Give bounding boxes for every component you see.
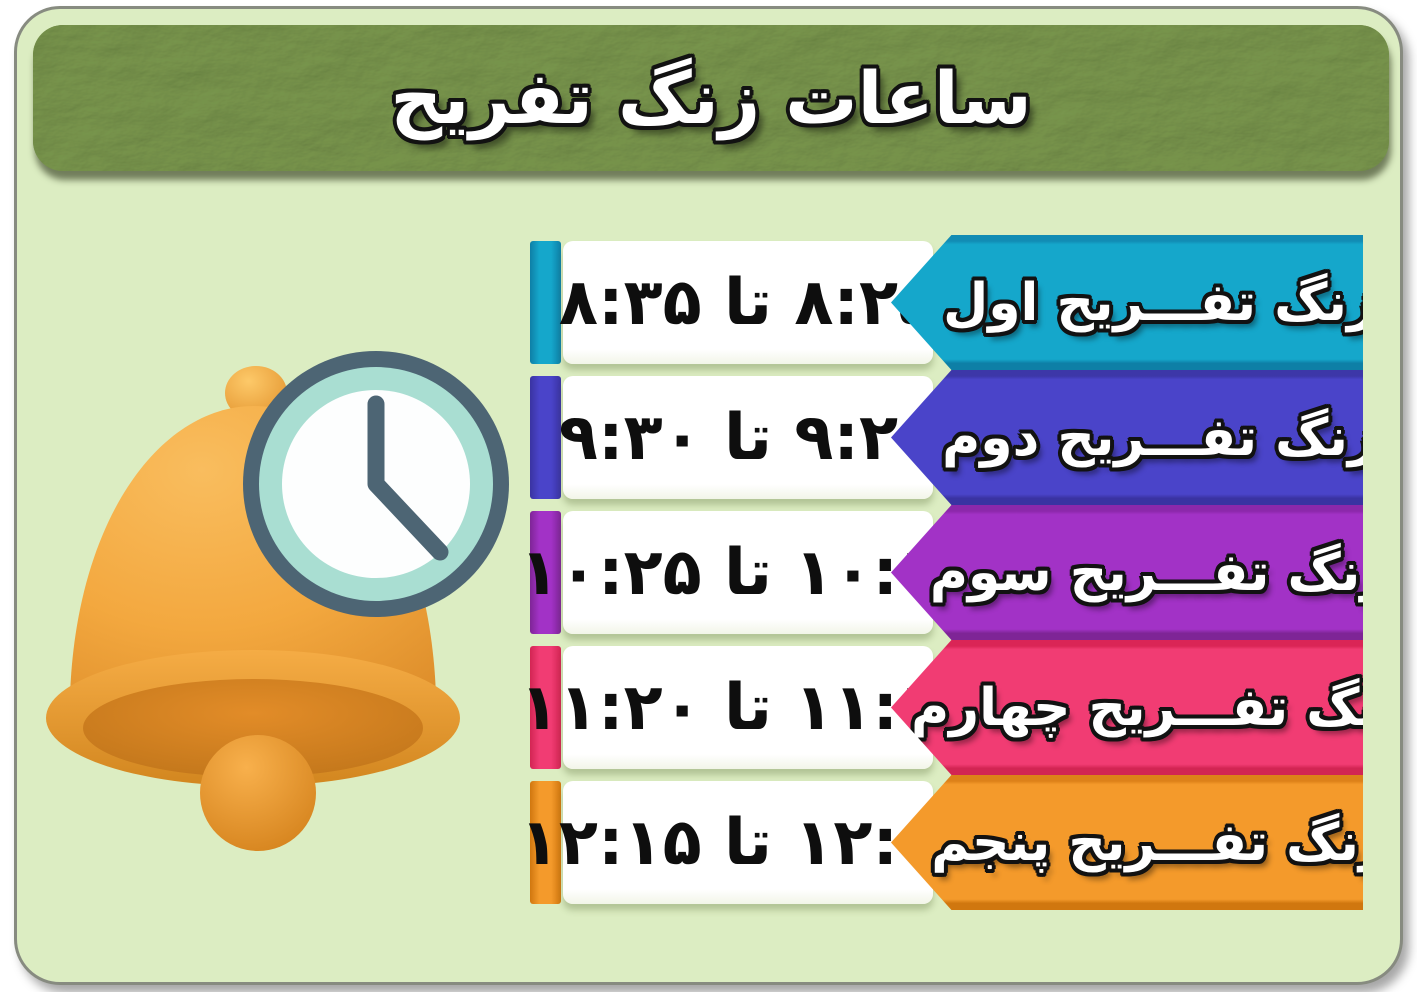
page-title: ساعات زنگ تفریح — [390, 56, 1032, 140]
row-color-bar — [530, 646, 561, 769]
schedule-list: ۸:۲۵ تا ۸:۳۵ زنگ تفـــریح اول ۹:۲۰ تا ۹:… — [520, 235, 1363, 910]
row-label: زنگ تفـــریح پنجم — [931, 812, 1389, 873]
row-label-banner: زنگ تفـــریح اول — [891, 235, 1363, 370]
clock-icon — [243, 351, 509, 617]
schedule-row-4: ۱۱:۱۰ تا ۱۱:۲۰ زنگ تفـــریح چهارم — [520, 640, 1363, 775]
row-color-bar — [530, 781, 561, 904]
schedule-row-5: ۱۲:۰۵ تا ۱۲:۱۵ زنگ تفـــریح پنجم — [520, 775, 1363, 910]
time-range: ۸:۲۵ تا ۸:۳۵ — [558, 265, 938, 340]
schedule-row-2: ۹:۲۰ تا ۹:۳۰ زنگ تفـــریح دوم — [530, 370, 1363, 505]
time-range: ۹:۲۰ تا ۹:۳۰ — [558, 400, 938, 475]
row-label: زنگ تفـــریح دوم — [942, 407, 1378, 468]
row-color-bar — [530, 511, 561, 634]
row-label-banner: زنگ تفـــریح پنجم — [891, 775, 1363, 910]
infographic-card: ساعات زنگ تفریح — [14, 6, 1403, 985]
bell-clock-illustration — [28, 348, 528, 868]
time-box: ۹:۲۰ تا ۹:۳۰ — [559, 376, 937, 499]
row-label: زنگ تفـــریح سوم — [929, 542, 1391, 603]
time-box: ۱۲:۰۵ تا ۱۲:۱۵ — [520, 781, 976, 904]
row-label-banner: زنگ تفـــریح دوم — [891, 370, 1363, 505]
row-label: زنگ تفـــریح چهارم — [911, 677, 1409, 738]
row-color-bar — [530, 376, 561, 499]
row-label-banner: زنگ تفـــریح سوم — [891, 505, 1363, 640]
time-box: ۱۱:۱۰ تا ۱۱:۲۰ — [520, 646, 976, 769]
time-box: ۱۰:۱۵ تا ۱۰:۲۵ — [520, 511, 976, 634]
schedule-row-1: ۸:۲۵ تا ۸:۳۵ زنگ تفـــریح اول — [530, 235, 1363, 370]
time-box: ۸:۲۵ تا ۸:۳۵ — [559, 241, 937, 364]
leather-texture — [33, 25, 1389, 171]
row-color-bar — [530, 241, 561, 364]
time-range: ۱۰:۱۵ تا ۱۰:۲۵ — [519, 535, 977, 610]
row-label: زنگ تفـــریح اول — [943, 272, 1377, 333]
row-label-banner: زنگ تفـــریح چهارم — [891, 640, 1363, 775]
header-banner: ساعات زنگ تفریح — [33, 25, 1389, 171]
schedule-row-3: ۱۰:۱۵ تا ۱۰:۲۵ زنگ تفـــریح سوم — [520, 505, 1363, 640]
